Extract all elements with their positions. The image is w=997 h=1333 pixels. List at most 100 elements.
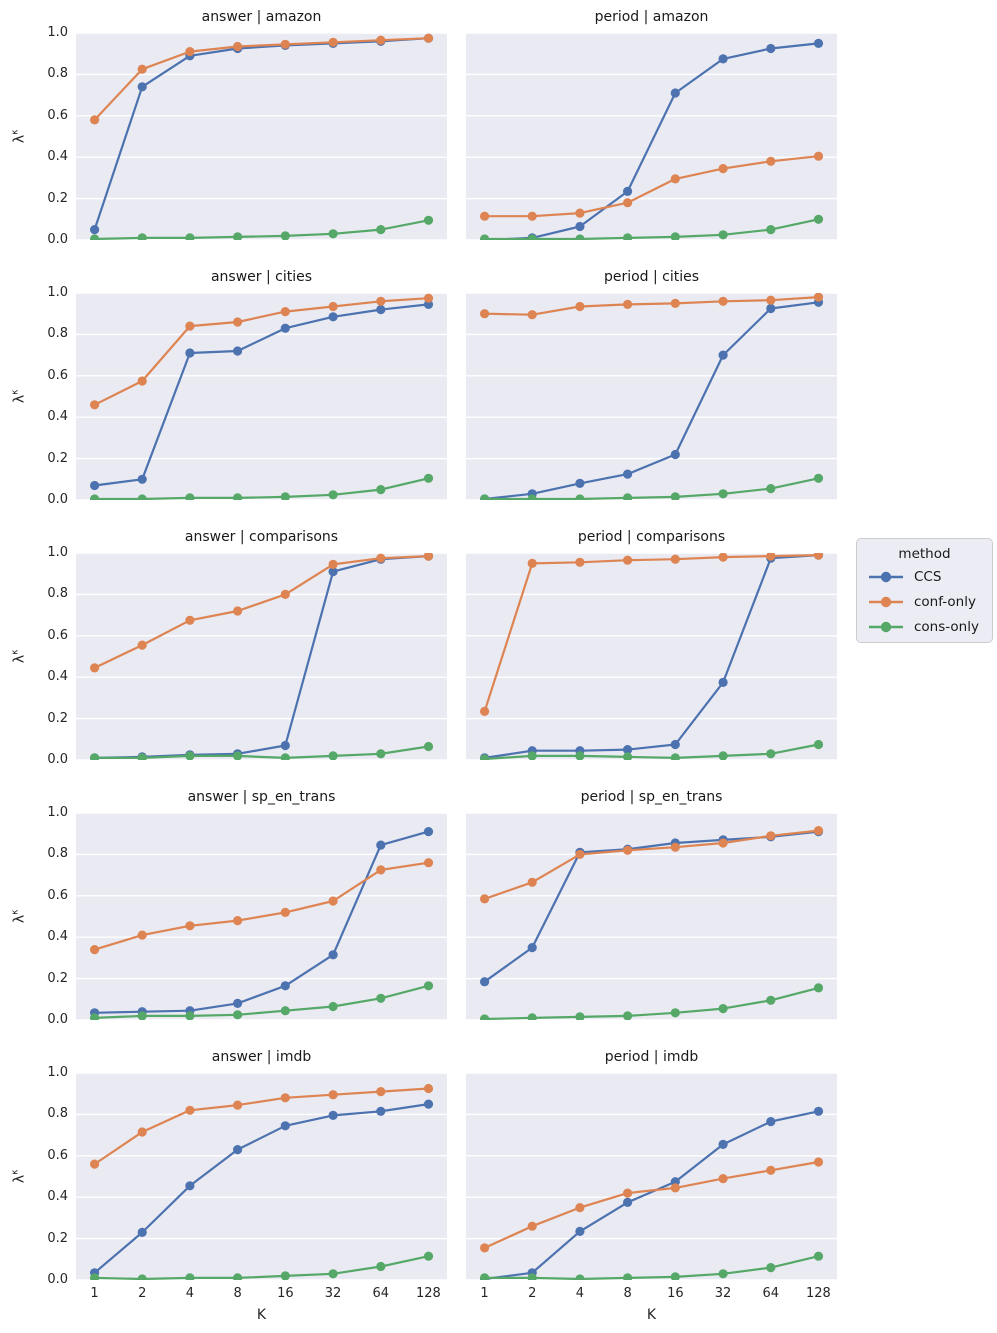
data-point-CCS <box>376 840 386 850</box>
data-point-conf-only <box>137 64 147 74</box>
data-point-CCS <box>328 950 338 960</box>
series-line-conf-only <box>93 37 429 121</box>
data-point-cons-only <box>328 229 338 239</box>
data-point-cons-only <box>766 225 776 235</box>
data-point-cons-only <box>527 1013 537 1020</box>
data-point-CCS <box>423 1099 434 1109</box>
data-point-conf-only <box>718 164 728 174</box>
data-point-conf-only <box>376 865 386 875</box>
data-point-CCS <box>137 1227 147 1237</box>
data-point-conf-only <box>527 310 537 320</box>
data-point-conf-only <box>623 299 633 309</box>
data-point-CCS <box>280 740 290 751</box>
data-point-conf-only <box>813 553 824 560</box>
data-point-conf-only <box>423 1083 434 1094</box>
y-tick-label: 0.0 <box>47 1272 68 1287</box>
data-point-conf-only <box>813 826 824 836</box>
data-point-cons-only <box>670 492 680 500</box>
data-point-CCS <box>480 977 490 987</box>
data-point-conf-only <box>527 877 537 887</box>
data-point-cons-only <box>623 1273 633 1280</box>
data-point-conf-only <box>670 554 680 564</box>
data-point-cons-only <box>90 494 100 500</box>
data-point-cons-only <box>376 485 386 495</box>
data-point-cons-only <box>233 493 243 500</box>
subplot-title: period | sp_en_trans <box>580 789 723 805</box>
series-line-cons-only <box>94 477 429 500</box>
data-point-conf-only <box>328 896 338 906</box>
data-point-cons-only <box>575 1012 585 1020</box>
x-tick-label: 32 <box>714 1286 732 1301</box>
y-tick-label: 0.6 <box>47 1147 68 1163</box>
data-point-cons-only <box>185 1273 195 1280</box>
data-point-CCS <box>328 312 338 322</box>
data-point-cons-only <box>90 1273 100 1280</box>
data-point-cons-only <box>376 749 386 759</box>
data-point-conf-only <box>328 301 338 312</box>
data-point-cons-only <box>766 995 776 1005</box>
series-line-conf-only <box>483 554 819 712</box>
data-point-cons-only <box>718 489 728 499</box>
data-point-cons-only <box>813 214 824 224</box>
data-point-cons-only <box>280 1006 290 1016</box>
data-point-CCS <box>233 1145 243 1155</box>
data-point-conf-only <box>137 376 147 386</box>
data-point-conf-only <box>480 706 490 716</box>
y-tick-label: 1.0 <box>47 285 68 300</box>
y-tick-label: 0.8 <box>47 586 68 602</box>
data-point-CCS <box>575 221 585 232</box>
subplot-title: answer | comparisons <box>184 529 339 545</box>
x-tick-label: 2 <box>138 1286 147 1301</box>
data-point-cons-only <box>423 981 434 991</box>
data-point-cons-only <box>233 1273 243 1280</box>
series-line-conf-only <box>94 297 429 406</box>
data-point-conf-only <box>527 211 537 221</box>
data-point-conf-only <box>137 640 147 650</box>
data-point-cons-only <box>280 753 290 760</box>
data-point-cons-only <box>575 1274 585 1280</box>
data-point-CCS <box>423 827 434 837</box>
y-tick-label: 1.0 <box>47 25 68 40</box>
data-point-conf-only <box>137 930 147 940</box>
y-tick-label: 0.6 <box>47 367 68 383</box>
data-point-conf-only <box>480 211 490 221</box>
data-point-conf-only <box>718 553 728 562</box>
data-point-conf-only <box>90 1159 100 1169</box>
subplot-title: answer | sp_en_trans <box>187 789 336 805</box>
data-point-cons-only <box>575 234 585 240</box>
data-point-cons-only <box>813 983 824 993</box>
data-point-cons-only <box>328 490 338 500</box>
data-point-conf-only <box>766 295 776 305</box>
data-point-cons-only <box>527 494 537 500</box>
data-point-cons-only <box>423 215 434 225</box>
legend-entry-conf-only: conf-only <box>865 589 984 614</box>
data-point-conf-only <box>766 831 776 841</box>
data-point-conf-only <box>670 174 680 184</box>
axes-answer-sp-en-trans <box>76 813 447 1020</box>
data-point-conf-only <box>280 907 290 917</box>
x-tick-label: 1 <box>480 1286 489 1301</box>
data-point-CCS <box>328 1110 338 1120</box>
data-point-CCS <box>623 469 633 479</box>
data-point-cons-only <box>280 492 290 500</box>
y-tick-label: 0.2 <box>47 450 68 466</box>
data-point-conf-only <box>423 858 434 868</box>
data-point-cons-only <box>185 751 195 760</box>
data-point-cons-only <box>137 753 147 760</box>
axes-period-cities <box>466 293 837 500</box>
data-point-conf-only <box>718 1174 728 1184</box>
data-point-cons-only <box>575 494 585 500</box>
y-axis-label: λκ <box>10 1169 28 1183</box>
data-point-conf-only <box>280 307 290 317</box>
data-point-conf-only <box>233 41 243 52</box>
data-point-conf-only <box>813 151 824 161</box>
data-point-CCS <box>718 350 728 360</box>
x-tick-label: 128 <box>416 1286 441 1301</box>
y-tick-label: 0.4 <box>47 149 68 165</box>
series-line-conf-only <box>484 829 819 900</box>
series-line-cons-only <box>484 986 819 1020</box>
data-point-conf-only <box>328 37 338 47</box>
data-point-conf-only <box>233 317 243 327</box>
data-point-CCS <box>813 1106 824 1116</box>
data-point-cons-only <box>280 231 290 240</box>
